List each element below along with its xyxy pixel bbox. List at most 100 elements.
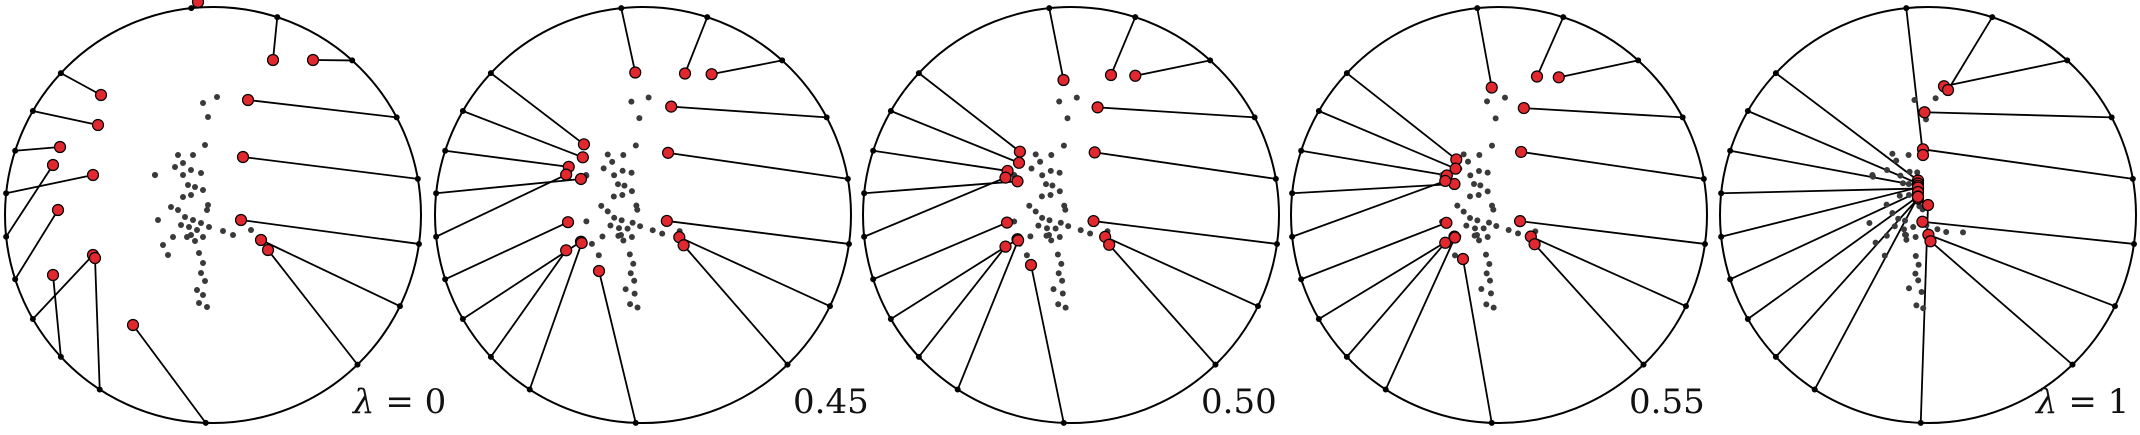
gray-point: [1032, 151, 1039, 158]
anchor-point: [487, 70, 494, 77]
gray-point: [198, 170, 204, 176]
link-line: [1048, 7, 1065, 81]
red-endpoint: [1011, 234, 1025, 247]
gray-point: [618, 217, 625, 224]
link-line: [890, 110, 1020, 164]
gray-point: [611, 172, 618, 179]
link-line: [5, 174, 94, 195]
gray-point: [230, 232, 236, 238]
gray-point: [1883, 201, 1890, 208]
panel-label: 0.45: [793, 382, 869, 422]
link-line: [1721, 187, 1919, 195]
link-line: [1928, 233, 2116, 308]
anchor-point: [354, 361, 361, 368]
gray-point: [194, 227, 200, 233]
gray-point: [1047, 192, 1054, 198]
link-line: [667, 151, 848, 180]
anchor-point: [618, 5, 625, 12]
gray-point: [583, 218, 590, 225]
red-endpoint: [51, 203, 65, 217]
red-endpoint: [1916, 215, 1929, 228]
gray-point: [202, 142, 208, 148]
gray-point: [1466, 193, 1473, 200]
anchor-point: [1488, 419, 1495, 426]
gray-point: [175, 207, 181, 213]
gray-point: [220, 228, 226, 234]
link-line: [678, 236, 831, 307]
anchor-point: [861, 190, 868, 197]
gray-point: [1475, 167, 1482, 174]
link-line: [684, 16, 709, 74]
link-line: [1104, 236, 1259, 308]
gray-point: [626, 251, 633, 258]
red-endpoint: [677, 239, 690, 252]
link-line: [682, 244, 789, 366]
gray-point: [631, 277, 638, 284]
link-line: [444, 221, 569, 281]
gray-point: [1463, 222, 1470, 229]
panel-label: 0.55: [1629, 382, 1705, 422]
gray-point: [152, 172, 158, 178]
gray-point: [1460, 208, 1467, 215]
red-endpoint: [1530, 70, 1544, 83]
anchor-point: [779, 57, 786, 64]
red-endpoint: [241, 93, 255, 107]
red-endpoint: [1091, 101, 1104, 114]
gray-point: [206, 224, 212, 230]
gray-point: [618, 232, 624, 238]
gray-point: [186, 224, 192, 230]
red-endpoint: [1013, 145, 1027, 158]
anchor-point: [1315, 316, 1322, 322]
gray-point: [604, 151, 611, 158]
gray-point: [204, 304, 210, 310]
link-line: [1346, 242, 1446, 358]
link-line: [598, 270, 637, 424]
anchor-point: [3, 190, 10, 197]
gray-point: [185, 182, 191, 188]
gray-point: [1087, 230, 1094, 237]
gray-point: [1073, 94, 1080, 101]
link-line: [1720, 186, 1919, 238]
red-endpoint: [1552, 71, 1565, 84]
red-endpoint: [1941, 83, 1955, 97]
red-endpoint: [1088, 146, 1101, 159]
link-line: [1730, 149, 1919, 187]
red-endpoint: [629, 66, 642, 79]
gray-point: [192, 238, 198, 244]
gray-point: [1475, 192, 1482, 198]
panel-label: λ = 1: [2034, 382, 2129, 422]
gray-point: [629, 219, 636, 226]
gray-point: [1023, 252, 1030, 259]
anchor-point: [2064, 57, 2071, 64]
link-line: [52, 274, 62, 357]
link-line: [873, 149, 1008, 172]
link-line: [1030, 264, 1065, 424]
gray-point: [1467, 172, 1474, 179]
red-endpoint: [1439, 236, 1452, 249]
link-line: [1384, 237, 1456, 390]
gray-points: [583, 94, 683, 311]
gray-point: [1472, 225, 1478, 232]
panel-2: 0.50: [861, 5, 1280, 426]
gray-point: [1484, 188, 1491, 195]
anchor-point: [1382, 386, 1389, 393]
link-line: [1747, 110, 1919, 185]
gray-point: [659, 230, 666, 237]
link-line: [1108, 244, 1217, 366]
anchor-point: [12, 147, 19, 154]
gray-point: [168, 204, 174, 210]
gray-point: [1915, 277, 1922, 284]
gray-point: [1460, 151, 1467, 158]
anchor-point: [887, 316, 894, 322]
red-endpoint: [261, 243, 275, 257]
gray-point: [595, 252, 602, 259]
anchor-point: [2069, 361, 2076, 368]
red-endpoint: [1057, 73, 1070, 87]
red-endpoint: [53, 140, 67, 154]
anchor-point: [29, 108, 36, 114]
red-endpoint: [234, 213, 248, 227]
link-line: [1346, 72, 1457, 161]
link-line: [1929, 240, 2074, 366]
gray-point: [1486, 260, 1493, 267]
link-line: [872, 221, 1008, 281]
